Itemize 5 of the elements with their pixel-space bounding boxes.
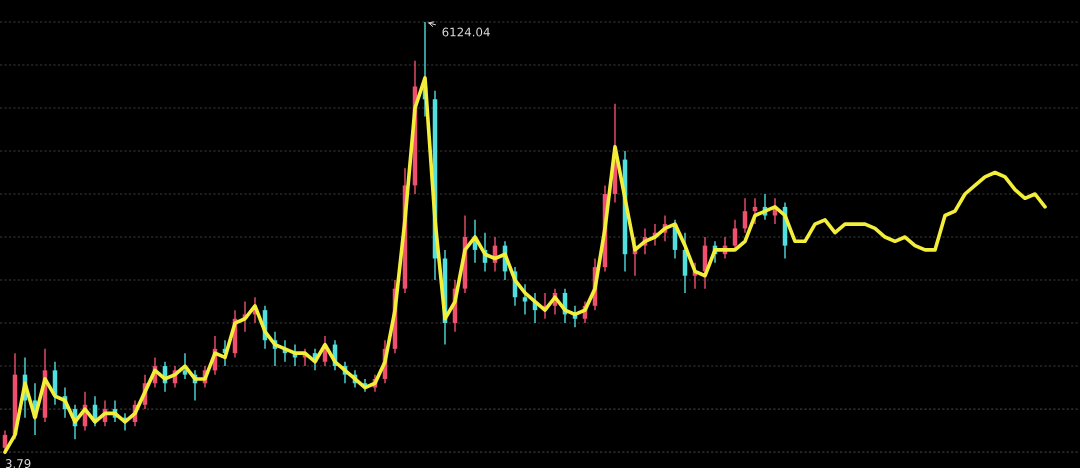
candlestick xyxy=(732,219,738,251)
candlestick xyxy=(182,352,188,380)
candlestick xyxy=(522,283,528,316)
annotation: 6124.04 xyxy=(442,27,490,37)
text: 3.79 xyxy=(5,459,31,468)
